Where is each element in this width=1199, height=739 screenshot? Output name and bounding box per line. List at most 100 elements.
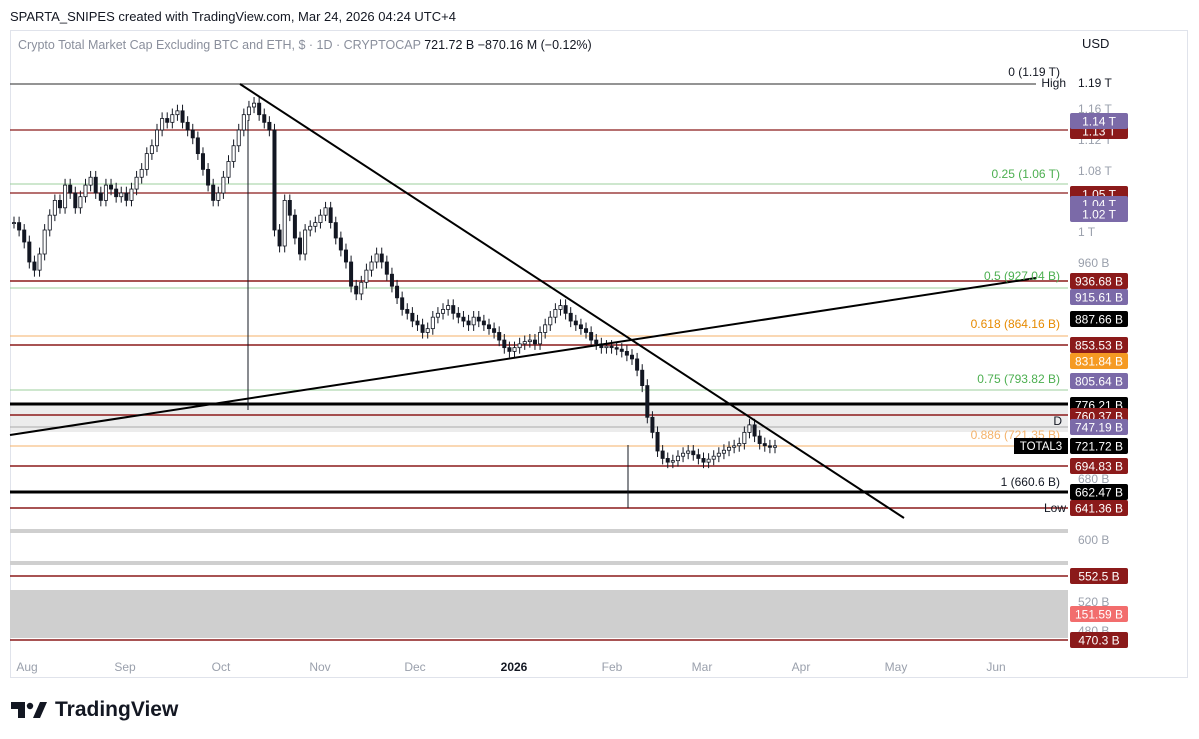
candle-body (675, 455, 680, 462)
fib-label: 1 (660.6 B) (1001, 475, 1060, 489)
y-tick: 1 T (1078, 225, 1096, 239)
candle (211, 178, 216, 207)
candle (333, 216, 338, 245)
candle-body (134, 176, 139, 190)
candle (257, 97, 262, 121)
candle (379, 247, 384, 269)
candle (578, 318, 583, 335)
candle (543, 318, 548, 339)
candle (650, 411, 655, 439)
candle-body (686, 450, 691, 454)
candle (52, 194, 57, 222)
candle-body (711, 455, 716, 460)
candle-body (42, 229, 47, 255)
price-tag: 662.47 B (1070, 484, 1128, 500)
currency-selector[interactable]: USD (1082, 36, 1110, 51)
symbol-legend: Crypto Total Market Cap Excluding BTC an… (18, 38, 592, 52)
y-tick: 960 B (1078, 256, 1109, 270)
candle (119, 186, 124, 203)
candle-body (277, 229, 282, 247)
candle (221, 170, 226, 199)
candle-body (262, 114, 267, 123)
candle (660, 445, 665, 465)
candle-body (221, 176, 226, 194)
candle-body (206, 168, 211, 186)
candle-body (252, 102, 257, 108)
candle-body (292, 214, 297, 239)
annotation-label: D (1053, 414, 1062, 428)
candle-body (645, 385, 650, 418)
candle-body (226, 161, 231, 178)
candle-body (548, 316, 553, 326)
candle (318, 209, 323, 229)
price-tag-bg (1070, 373, 1128, 389)
candle-body (486, 324, 491, 330)
candle (522, 335, 527, 350)
candle (721, 444, 726, 460)
candle (558, 299, 563, 316)
candle (405, 303, 410, 320)
candle (165, 112, 170, 129)
candle (374, 247, 379, 269)
candle (645, 379, 650, 424)
candle (42, 224, 47, 261)
candle-body (17, 222, 22, 231)
candle-body (389, 273, 394, 287)
x-tick: Jun (986, 660, 1005, 674)
candle (435, 307, 440, 324)
candle-body (78, 196, 83, 209)
candle (313, 216, 318, 233)
price-tag: 694.83 B (1070, 458, 1128, 474)
candle-body (773, 445, 778, 448)
candle (328, 201, 333, 229)
candle-body (73, 192, 78, 209)
price-tag: 470.3 B (1070, 632, 1128, 648)
candle (267, 116, 272, 137)
candle (308, 220, 313, 237)
candle (236, 123, 241, 153)
candle (180, 104, 185, 129)
tradingview-logo[interactable]: TradingView (11, 698, 178, 722)
candle (752, 418, 757, 443)
candle-body (670, 460, 675, 463)
candle (57, 194, 62, 214)
candle-body (461, 316, 466, 322)
candle-body (374, 253, 379, 263)
candle-body (369, 261, 374, 271)
candle (63, 178, 68, 214)
candle (706, 453, 711, 469)
candle (461, 310, 466, 328)
candle (323, 201, 328, 222)
candle-body (441, 309, 446, 314)
candle (512, 341, 517, 358)
candle-body (231, 145, 236, 162)
candle (584, 322, 589, 339)
price-tag-label: 552.5 B (1078, 570, 1119, 584)
candle-body (11, 222, 16, 225)
price-tag-label: 853.53 B (1075, 339, 1123, 353)
x-tick: Apr (792, 660, 811, 674)
candle (691, 445, 696, 461)
candle-body (563, 305, 568, 314)
candle-body (752, 424, 757, 437)
fib-label: 0 (1.19 T) (1008, 65, 1060, 79)
symbol-title[interactable]: Crypto Total Market Cap Excluding BTC an… (18, 38, 421, 52)
fib-label: 0.25 (1.06 T) (992, 167, 1060, 181)
candle-body (32, 261, 37, 271)
candle-body (359, 281, 364, 295)
price-tag-bg (1070, 606, 1128, 622)
candle (262, 108, 267, 129)
candle (604, 340, 609, 354)
price-tag: 552.5 B (1070, 568, 1128, 584)
candle-body (349, 261, 354, 287)
candle-body (706, 458, 711, 463)
candle (686, 445, 691, 460)
candle (384, 255, 389, 281)
price-tag-bg (1070, 438, 1128, 454)
candle-body (568, 312, 573, 322)
zones-layer (10, 404, 1068, 638)
symbol-tag-bg (1014, 438, 1068, 454)
fib-label: 0.618 (864.16 B) (971, 317, 1060, 331)
chart-frame (10, 30, 1188, 678)
